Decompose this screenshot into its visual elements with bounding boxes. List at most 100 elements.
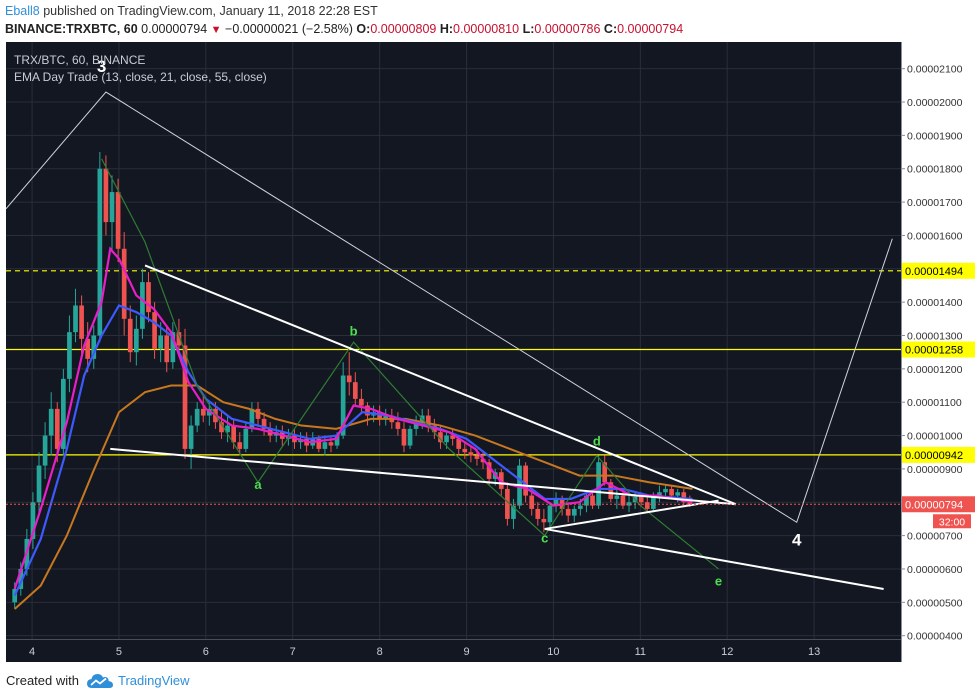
- candle-down: [146, 282, 151, 313]
- candle-down: [164, 335, 170, 363]
- candle-down: [669, 488, 674, 496]
- candle-down: [608, 482, 614, 499]
- candle-down: [541, 518, 547, 523]
- level-label: 0.00001494: [905, 266, 963, 278]
- candle-down: [152, 312, 157, 349]
- candle-up: [158, 335, 164, 349]
- author-link[interactable]: Eball8: [5, 4, 40, 18]
- candle-down: [462, 448, 468, 453]
- candle-up: [651, 495, 656, 509]
- candle-down: [401, 428, 407, 446]
- wave-label: a: [254, 477, 262, 492]
- candle-down: [346, 375, 352, 383]
- candle-up: [61, 378, 66, 449]
- candles: [12, 152, 693, 609]
- candle-up: [322, 442, 328, 449]
- y-tick-label: 0.00000500: [907, 597, 963, 609]
- x-tick-label: 9: [463, 646, 469, 658]
- candle-down: [644, 502, 650, 509]
- wave-label: c: [541, 530, 548, 545]
- elliott-wave-line: [101, 158, 719, 570]
- candle-down: [85, 338, 91, 359]
- trendline: [110, 447, 736, 506]
- level-label-bg: [902, 446, 975, 463]
- candle-up: [657, 492, 662, 496]
- candle-up: [614, 495, 620, 499]
- candle-up: [140, 282, 145, 329]
- wave-label: b: [350, 323, 358, 338]
- candle-down: [127, 318, 133, 353]
- candle-down: [620, 495, 626, 506]
- price-chart[interactable]: 0.00000400 0.00000500 0.00000600 0.00000700…: [6, 42, 975, 662]
- candle-up: [578, 505, 583, 509]
- trendline: [544, 499, 719, 530]
- level-label-bg: [902, 262, 975, 279]
- y-tick-label: 0.00002100: [907, 64, 963, 76]
- open-value: 0.00000809: [370, 22, 437, 36]
- publish-info: Eball8 published on TradingView.com, Jan…: [5, 4, 378, 18]
- candle-down: [438, 432, 443, 443]
- y-tick-label: 0.00001800: [907, 164, 963, 176]
- candle-down: [565, 508, 571, 516]
- candle-up: [67, 332, 72, 379]
- candle-down: [450, 435, 455, 439]
- candle-down: [365, 405, 370, 416]
- last-price-label-bg: [902, 496, 975, 513]
- ohlc-bar: BINANCE:TRXBTC, 60 0.00000794 ▼ −0.00000…: [5, 22, 683, 36]
- y-tick-label: 0.00000400: [907, 631, 963, 643]
- candle-up: [626, 502, 632, 506]
- legend-indicator: EMA Day Trade (13, close, 21, close, 55,…: [14, 70, 267, 84]
- candle-up: [553, 498, 559, 506]
- candle-up: [571, 508, 577, 516]
- candle-down: [468, 452, 474, 456]
- candle-down: [425, 415, 431, 426]
- candle-up: [413, 422, 419, 429]
- candle-up: [170, 332, 176, 363]
- candle-up: [663, 488, 668, 493]
- candle-up: [18, 568, 24, 589]
- candle-up: [340, 375, 346, 436]
- candle-down: [529, 495, 535, 509]
- candle-down: [523, 465, 528, 496]
- candle-down: [377, 412, 382, 419]
- candle-up: [91, 335, 97, 359]
- x-tick-label: 12: [721, 646, 733, 658]
- candle-up: [511, 505, 516, 519]
- candle-down: [261, 418, 267, 429]
- candle-down: [486, 462, 492, 479]
- candle-up: [97, 168, 103, 336]
- candle-down: [474, 455, 480, 459]
- candle-up: [133, 328, 139, 353]
- candle-up: [42, 435, 48, 466]
- last-price-label: 0.00000794: [905, 499, 963, 511]
- candle-down: [176, 332, 182, 346]
- candle-down: [535, 508, 541, 519]
- candle-up: [194, 408, 200, 426]
- y-tick-label: 0.00001300: [907, 330, 963, 342]
- candle-down: [590, 495, 595, 506]
- footer: Created with TradingView: [0, 664, 975, 698]
- level-label: 0.00001258: [905, 345, 963, 357]
- candle-up: [584, 495, 589, 506]
- chart-header: Eball8 published on TradingView.com, Jan…: [0, 0, 975, 42]
- candle-up: [243, 428, 249, 449]
- candle-down: [79, 305, 84, 339]
- candle-down: [255, 408, 261, 419]
- plot-background: [6, 42, 901, 639]
- candle-down: [103, 168, 109, 223]
- countdown-label: 32:00: [939, 516, 965, 528]
- candle-down: [687, 502, 693, 505]
- candle-down: [456, 438, 462, 449]
- down-triangle-icon: ▼: [210, 24, 222, 36]
- last-price: 0.00000794: [141, 22, 208, 36]
- candle-down: [352, 382, 358, 399]
- high-value: 0.00000810: [453, 22, 520, 36]
- symbol-label: BINANCE:TRXBTC, 60: [5, 22, 138, 36]
- y-tick-label: 0.00000700: [907, 531, 963, 543]
- tradingview-brand[interactable]: TradingView: [118, 673, 190, 688]
- trendline: [144, 264, 737, 506]
- low-label: L:: [522, 22, 535, 36]
- x-tick-label: 7: [290, 646, 296, 658]
- wave-label: e: [715, 574, 722, 589]
- low-value: 0.00000786: [534, 22, 601, 36]
